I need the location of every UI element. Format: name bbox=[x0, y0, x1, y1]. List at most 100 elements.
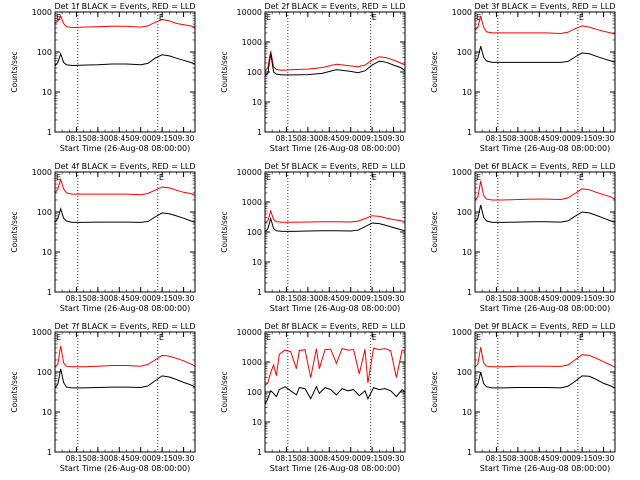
y-tick-label: 1 bbox=[257, 288, 262, 297]
x-tick-label: 09:00 bbox=[340, 294, 362, 303]
chart-panel-3: Det 3f BLACK = Events, RED = LLD 1 10 100 10… bbox=[430, 2, 616, 153]
plot-frame bbox=[474, 331, 616, 453]
x-tick-label: 08:45 bbox=[318, 294, 340, 303]
y-tick-label: 10000 bbox=[237, 8, 262, 17]
event-marker-label: E bbox=[579, 13, 584, 22]
y-tick-label: 1000 bbox=[32, 8, 52, 17]
red-lld-line bbox=[264, 209, 406, 224]
x-tick-label: 09:15 bbox=[151, 134, 173, 143]
event-marker-label: E bbox=[372, 333, 377, 342]
x-tick-label: 08:30 bbox=[507, 134, 529, 143]
plot-frame bbox=[474, 171, 616, 293]
y-tick-label: 10 bbox=[252, 98, 262, 107]
red-lld-line bbox=[474, 347, 616, 368]
x-tick-label: 09:30 bbox=[383, 134, 405, 143]
x-tick-label: 09:00 bbox=[340, 454, 362, 463]
y-tick-label: 10 bbox=[462, 248, 472, 257]
y-tick-label: 1 bbox=[47, 288, 52, 297]
y-tick-label: 100 bbox=[37, 368, 52, 377]
event-marker-label: E bbox=[476, 333, 481, 342]
y-tick-label: 100 bbox=[457, 48, 472, 57]
x-tick-label: 08:45 bbox=[318, 454, 340, 463]
x-axis-label: Start Time (26-Aug-08 08:00:00) bbox=[60, 304, 191, 313]
black-events-line bbox=[474, 204, 616, 223]
x-tick-label: 08:30 bbox=[507, 454, 529, 463]
event-marker-label: E bbox=[476, 13, 481, 22]
chart-title: Det 4f BLACK = Events, RED = LLD bbox=[54, 162, 195, 171]
x-tick-label: 08:15 bbox=[276, 294, 298, 303]
x-tick-label: 09:15 bbox=[151, 454, 173, 463]
event-marker-label: E bbox=[266, 173, 271, 182]
black-events-line bbox=[264, 385, 406, 405]
x-tick-label: 08:30 bbox=[297, 294, 319, 303]
x-tick-label: 08:15 bbox=[66, 294, 88, 303]
x-tick-label: 09:30 bbox=[593, 294, 615, 303]
red-lld-line bbox=[474, 15, 616, 35]
x-tick-label: 09:15 bbox=[151, 294, 173, 303]
chart-panel-8: Det 8f BLACK = Events, RED = LLD 1 10 100 10… bbox=[220, 322, 406, 473]
x-tick-label: 08:15 bbox=[486, 294, 508, 303]
red-lld-line bbox=[54, 345, 196, 368]
x-tick-label: 09:00 bbox=[130, 294, 152, 303]
chart-panel-1: Det 1f BLACK = Events, RED = LLD 1 10 100 10… bbox=[10, 2, 196, 153]
chart-title: Det 2f BLACK = Events, RED = LLD bbox=[264, 2, 405, 11]
x-tick-label: 08:45 bbox=[528, 134, 550, 143]
black-events-line bbox=[54, 52, 196, 67]
x-tick-label: 08:15 bbox=[486, 454, 508, 463]
x-tick-label: 09:00 bbox=[550, 134, 572, 143]
x-tick-label: 08:15 bbox=[276, 134, 298, 143]
chart-panel-4: Det 4f BLACK = Events, RED = LLD 1 10 100 10… bbox=[10, 162, 196, 313]
x-tick-label: 09:30 bbox=[593, 134, 615, 143]
x-tick-label: 08:15 bbox=[486, 134, 508, 143]
x-tick-label: 09:00 bbox=[550, 294, 572, 303]
x-axis-label: Start Time (26-Aug-08 08:00:00) bbox=[270, 304, 401, 313]
x-tick-label: 09:15 bbox=[361, 134, 383, 143]
chart-panel-2: Det 2f BLACK = Events, RED = LLD 1 10 100 10… bbox=[220, 2, 406, 153]
y-axis-label: Counts/sec bbox=[10, 51, 19, 92]
x-tick-label: 09:30 bbox=[383, 454, 405, 463]
plot-frame bbox=[474, 11, 616, 133]
event-marker-label: E bbox=[266, 333, 271, 342]
red-lld-line bbox=[474, 180, 616, 201]
y-tick-label: 1 bbox=[467, 288, 472, 297]
y-axis-label: Counts/sec bbox=[430, 371, 439, 412]
x-tick-label: 09:00 bbox=[340, 134, 362, 143]
y-tick-label: 1000 bbox=[242, 358, 262, 367]
black-events-line bbox=[264, 216, 406, 233]
x-tick-label: 09:30 bbox=[173, 134, 195, 143]
y-tick-label: 1 bbox=[257, 448, 262, 457]
y-tick-label: 1000 bbox=[32, 328, 52, 337]
y-axis-label: Counts/sec bbox=[430, 211, 439, 252]
chart-title: Det 7f BLACK = Events, RED = LLD bbox=[54, 322, 195, 331]
event-marker-label: E bbox=[159, 13, 164, 22]
event-marker-label: E bbox=[266, 13, 271, 22]
chart-title: Det 1f BLACK = Events, RED = LLD bbox=[54, 2, 195, 11]
y-axis-label: Counts/sec bbox=[430, 51, 439, 92]
y-axis-label: Counts/sec bbox=[220, 51, 229, 92]
x-tick-label: 08:15 bbox=[66, 134, 88, 143]
event-marker-label: E bbox=[476, 173, 481, 182]
y-tick-label: 100 bbox=[37, 208, 52, 217]
event-marker-label: E bbox=[56, 173, 61, 182]
y-tick-label: 100 bbox=[247, 388, 262, 397]
x-tick-label: 09:00 bbox=[550, 454, 572, 463]
x-tick-label: 08:45 bbox=[528, 454, 550, 463]
plot-frame bbox=[54, 331, 196, 453]
y-tick-label: 10 bbox=[42, 248, 52, 257]
x-tick-label: 09:15 bbox=[571, 454, 593, 463]
x-tick-label: 09:00 bbox=[130, 134, 152, 143]
plot-frame bbox=[264, 11, 406, 133]
black-events-line bbox=[264, 53, 406, 77]
x-tick-label: 08:30 bbox=[87, 294, 109, 303]
x-axis-label: Start Time (26-Aug-08 08:00:00) bbox=[60, 464, 191, 473]
x-tick-label: 08:15 bbox=[66, 454, 88, 463]
black-events-line bbox=[474, 46, 616, 63]
event-marker-label: E bbox=[372, 13, 377, 22]
x-tick-label: 08:45 bbox=[108, 294, 130, 303]
black-events-line bbox=[54, 368, 196, 389]
chart-title: Det 8f BLACK = Events, RED = LLD bbox=[264, 322, 405, 331]
event-marker-label: E bbox=[579, 173, 584, 182]
y-tick-label: 1000 bbox=[452, 8, 472, 17]
x-tick-label: 09:30 bbox=[173, 454, 195, 463]
y-tick-label: 10 bbox=[252, 258, 262, 267]
